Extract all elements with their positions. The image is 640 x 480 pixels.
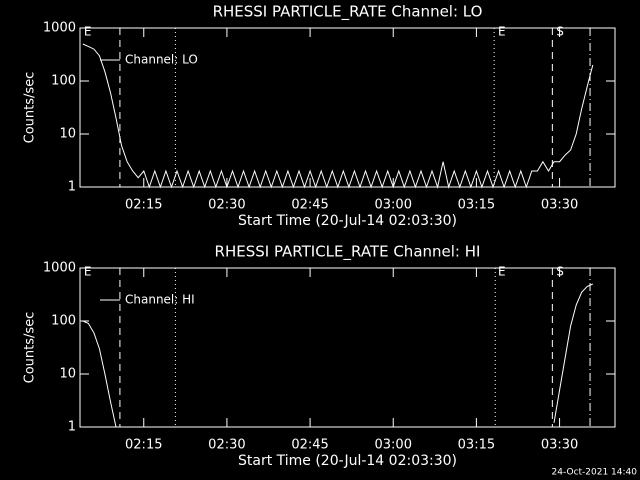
footer: 24-Oct-2021 14:40 [552,468,638,478]
x-tick-label: 03:15 [458,198,495,213]
x-tick-label: 03:30 [541,198,578,213]
data-line [82,283,593,428]
y-axis-label: Counts/sec [23,72,38,144]
x-axis-label: Start Time (20-Jul-14 02:03:30) [238,453,457,469]
x-axis-label: Start Time (20-Jul-14 02:03:30) [238,213,457,229]
legend-label: Channel: HI [125,293,195,307]
chart-title: RHESSI PARTICLE_RATE Channel: HI [215,243,481,262]
x-tick-label: 03:30 [541,438,578,453]
legend-label: Channel: LO [125,53,198,67]
annotation: S [556,265,564,279]
x-tick-label: 03:00 [375,198,412,213]
y-tick-label: 1 [68,420,76,435]
x-tick-label: 02:30 [208,438,245,453]
y-tick-label: 10 [59,127,76,142]
x-tick-label: 02:15 [125,198,162,213]
annotation: E [84,265,92,279]
annotation: E [84,25,92,39]
y-tick-label: 1000 [43,21,76,36]
annotation: E [498,25,506,39]
plot-frame [79,27,616,188]
y-tick-label: 1000 [43,261,76,276]
data-line [82,43,594,189]
x-tick-label: 02:30 [208,198,245,213]
y-tick-label: 100 [51,74,76,89]
y-tick-label: 100 [51,314,76,329]
annotation: S [556,25,564,39]
x-tick-label: 02:45 [291,438,328,453]
x-tick-label: 03:15 [458,438,495,453]
y-tick-label: 10 [59,367,76,382]
plot-frame [79,267,616,428]
chart-title: RHESSI PARTICLE_RATE Channel: LO [213,3,483,22]
y-axis-label: Counts/sec [23,312,38,384]
y-tick-label: 1 [68,180,76,195]
x-tick-label: 02:15 [125,438,162,453]
x-tick-label: 03:00 [375,438,412,453]
x-tick-label: 02:45 [291,198,328,213]
annotation: E [498,265,506,279]
